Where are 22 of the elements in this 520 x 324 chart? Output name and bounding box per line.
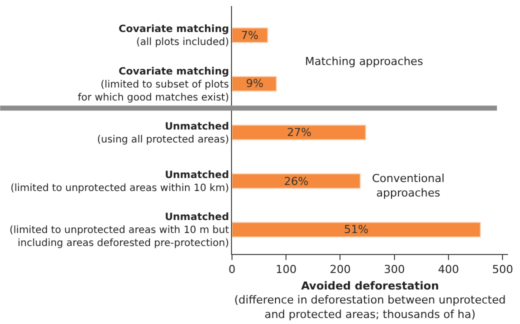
annotation: 7%	[241, 29, 258, 42]
bar	[232, 173, 361, 189]
y-tick-label: Unmatched (limited to unprotected areas within 10 km)	[10, 170, 230, 194]
annotation: 51%	[344, 223, 368, 236]
y-tick-label: Covariate matching (all plots included)	[118, 24, 230, 48]
y-tick-label: Unmatched (using all protected areas)	[97, 121, 230, 146]
annotation: Matching approaches	[305, 55, 424, 68]
annotation: 27%	[287, 126, 312, 139]
x-tick-label: 300	[384, 263, 405, 276]
y-tick-label: Covariate matching (limited to subset of plots for which good matches exist)	[78, 66, 230, 104]
y-tick-label: Unmatched (limited to unprotected areas with 10 m but including areas deforested pre-protection)	[9, 212, 230, 250]
x-tick-label: 0	[228, 263, 236, 276]
x-tick-label: 400	[438, 263, 459, 276]
x-tick-label: 200	[330, 263, 351, 276]
x-tick-label: 500	[492, 263, 514, 276]
bar	[232, 124, 366, 140]
bar	[232, 222, 481, 238]
x-tick-label: 100	[276, 263, 297, 276]
annotation: 26%	[284, 175, 308, 188]
annotation: Conventional approaches	[372, 172, 444, 200]
x-axis-title: Avoided deforestation (difference in deforestation between unprotected and protected areas; thousands of ha)	[234, 279, 506, 321]
annotation: 9%	[246, 77, 264, 90]
